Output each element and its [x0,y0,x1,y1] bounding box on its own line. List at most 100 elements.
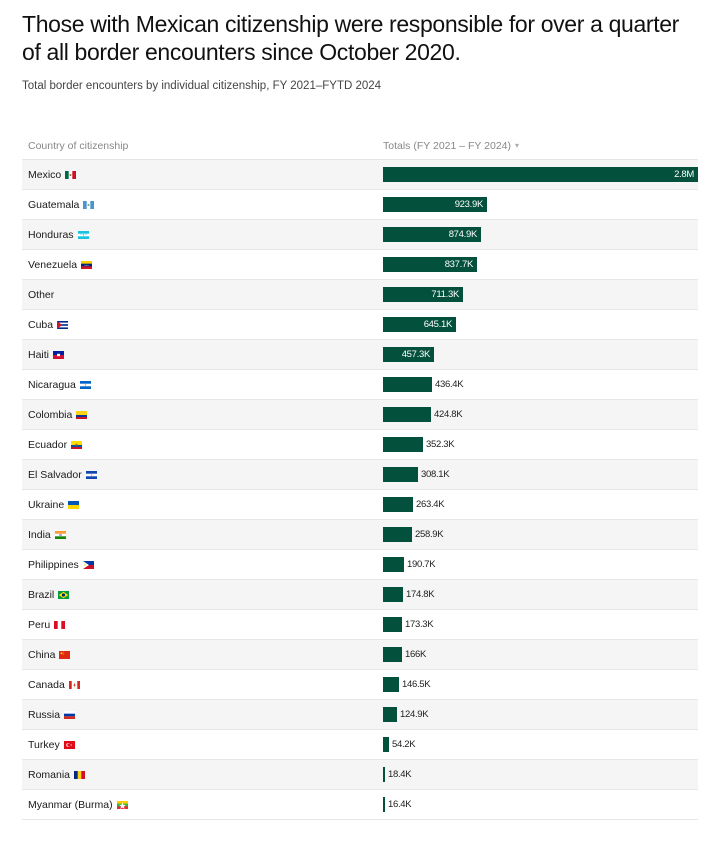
country-cell: Peru [28,610,66,639]
colombia-flag-icon [76,410,88,419]
bar-value-label: 18.4K [388,769,412,780]
china-flag-icon [59,650,71,659]
bar-value-label: 436.4K [435,379,464,390]
myanmar-flag-icon [116,800,128,809]
table-row: China 166K [22,640,698,670]
bar [383,797,385,812]
brazil-flag-icon [58,590,70,599]
table-row: India 258.9K [22,520,698,550]
country-cell: India [28,520,66,549]
chart-subtitle: Total border encounters by individual ci… [22,80,382,92]
country-cell: Colombia [28,400,88,429]
country-name: Colombia [28,408,73,421]
country-cell: China [28,640,71,669]
bar [383,467,418,482]
country-cell: Myanmar (Burma) [28,790,128,819]
country-cell: Nicaragua [28,370,91,399]
table-row: Nicaragua 436.4K [22,370,698,400]
country-name: Honduras [28,228,74,241]
table-header: Country of citizenship Totals (FY 2021 –… [22,131,698,160]
table-row: El Salvador 308.1K [22,460,698,490]
bar-value-label: 54.2K [392,739,416,750]
turkey-flag-icon [63,740,75,749]
chart-title: Those with Mexican citizenship were resp… [22,11,679,65]
bar-value-label: 352.3K [426,439,455,450]
country-cell: Cuba [28,310,69,339]
totals-column-header-label: Totals (FY 2021 – FY 2024) [383,140,512,152]
table-row: Other 711.3K [22,280,698,310]
haiti-flag-icon [53,350,65,359]
bar-value-label: 711.3K [431,289,459,300]
table-row: Ecuador 352.3K [22,430,698,460]
country-cell: Philippines [28,550,94,579]
country-cell: Ukraine [28,490,80,519]
country-cell: Canada [28,670,80,699]
country-cell: Venezuela [28,250,93,279]
country-name: Turkey [28,738,60,751]
country-cell: Guatemala [28,190,95,219]
bar-value-label: 874.9K [448,229,478,240]
country-name: Ecuador [28,438,68,451]
bar-value-label: 457.3K [401,349,431,360]
bar-value-label: 424.8K [434,409,463,420]
country-name: Nicaragua [28,378,76,391]
bar-value-label: 190.7K [407,559,436,570]
elsalvador-flag-icon [85,470,97,479]
totals-column-header[interactable]: Totals (FY 2021 – FY 2024) ▾ [383,140,519,152]
table-row: Russia 124.9K [22,700,698,730]
bar-value-label: 124.9K [400,709,429,720]
venezuela-flag-icon [81,260,93,269]
honduras-flag-icon [77,230,89,239]
table-row: Mexico 2.8M [22,160,698,190]
canada-flag-icon [68,680,80,689]
bar-value-label: 308.1K [421,469,450,480]
country-name: Russia [28,708,61,721]
bar-value-label: 2.8M [674,169,694,180]
country-cell: Turkey [28,730,75,759]
country-cell: El Salvador [28,460,97,489]
bar [383,617,402,632]
sort-descending-icon[interactable]: ▾ [515,141,520,150]
peru-flag-icon [54,620,66,629]
bar [383,347,434,362]
table-row: Canada 146.5K [22,670,698,700]
table-row: Brazil 174.8K [22,580,698,610]
bar-value-label: 173.3K [405,619,434,630]
india-flag-icon [54,530,66,539]
country-name: Other [28,288,55,301]
russia-flag-icon [64,710,76,719]
country-cell: Brazil [28,580,70,609]
country-name: Philippines [28,558,79,571]
bar [383,677,399,692]
table-row: Myanmar (Burma) 16.4K [22,790,698,820]
bar [383,647,402,662]
bar [383,437,423,452]
country-name: Myanmar (Burma) [28,798,113,811]
bar-value-label: 645.1K [423,319,453,330]
country-cell: Honduras [28,220,89,249]
guatemala-flag-icon [83,200,95,209]
country-name: Ukraine [28,498,65,511]
bar [383,167,698,182]
country-name: Haiti [28,348,50,361]
bar [383,317,456,332]
country-name: Peru [28,618,51,631]
table-row: Turkey 54.2K [22,730,698,760]
country-name: Mexico [28,168,62,181]
bar [383,527,412,542]
bar [383,407,431,422]
bar [383,767,385,782]
table-row: Venezuela 837.7K [22,250,698,280]
bar [383,737,389,752]
bar [383,707,397,722]
table-body: Mexico 2.8M Guatemala 923.9K Honduras 874.9K V… [22,160,698,820]
country-name: Brazil [28,588,55,601]
country-name: Cuba [28,318,54,331]
country-cell: Romania [28,760,86,789]
country-cell: Other [28,280,54,309]
bar [383,377,432,392]
data-table: Country of citizenship Totals (FY 2021 –… [22,131,698,820]
table-row: Colombia 424.8K [22,400,698,430]
bar [383,257,477,272]
country-name: Guatemala [28,198,80,211]
